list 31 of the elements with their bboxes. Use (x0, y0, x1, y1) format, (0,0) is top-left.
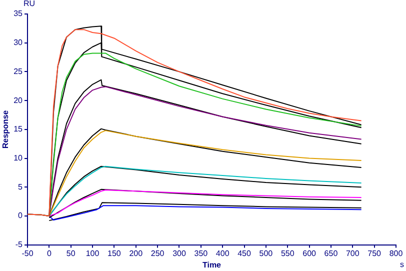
x-tick-label: 250 (150, 248, 165, 258)
x-tick-label: 400 (216, 248, 230, 258)
x-axis-title: Time (202, 260, 222, 270)
y-tick-label: 30 (14, 38, 24, 48)
x-tick-label: 150 (108, 248, 122, 258)
y-tick-label: 0 (18, 211, 24, 220)
x-tick-label: 550 (280, 248, 295, 258)
x-tick-label: 600 (302, 248, 317, 258)
x-tick-label: -50 (22, 248, 34, 258)
y-tick-label: 20 (14, 96, 24, 105)
text: s (400, 260, 404, 270)
x-tick-label: 500 (259, 248, 274, 258)
y-tick-label: 25 (14, 66, 24, 76)
x-tick-label: 0 (46, 248, 52, 258)
y-tick-label: 15 (14, 124, 24, 134)
x-tick-label: 300 (172, 248, 186, 258)
x-tick-label: 100 (86, 248, 100, 258)
y-axis-title: Response (1, 110, 10, 149)
x-tick-label: 650 (324, 248, 338, 258)
text: RU (24, 0, 36, 8)
x-tick-label: 800 (389, 248, 404, 258)
x-tick-label: 750 (368, 248, 382, 258)
y-tick-label: 5 (18, 182, 24, 192)
x-tick-label: 350 (194, 248, 208, 258)
x-tick-label: 50 (66, 248, 76, 258)
y-tick-label: 10 (14, 153, 24, 162)
x-tick-label: 200 (129, 248, 144, 258)
y-tick-label: -5 (15, 240, 24, 250)
x-tick-label: 700 (346, 248, 360, 258)
y-tick-label: 35 (14, 9, 24, 18)
x-tick-label: 450 (238, 248, 252, 258)
